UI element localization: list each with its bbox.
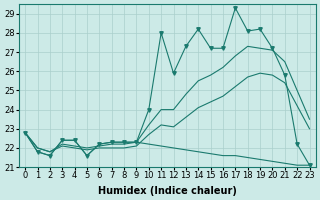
X-axis label: Humidex (Indice chaleur): Humidex (Indice chaleur) (98, 186, 237, 196)
